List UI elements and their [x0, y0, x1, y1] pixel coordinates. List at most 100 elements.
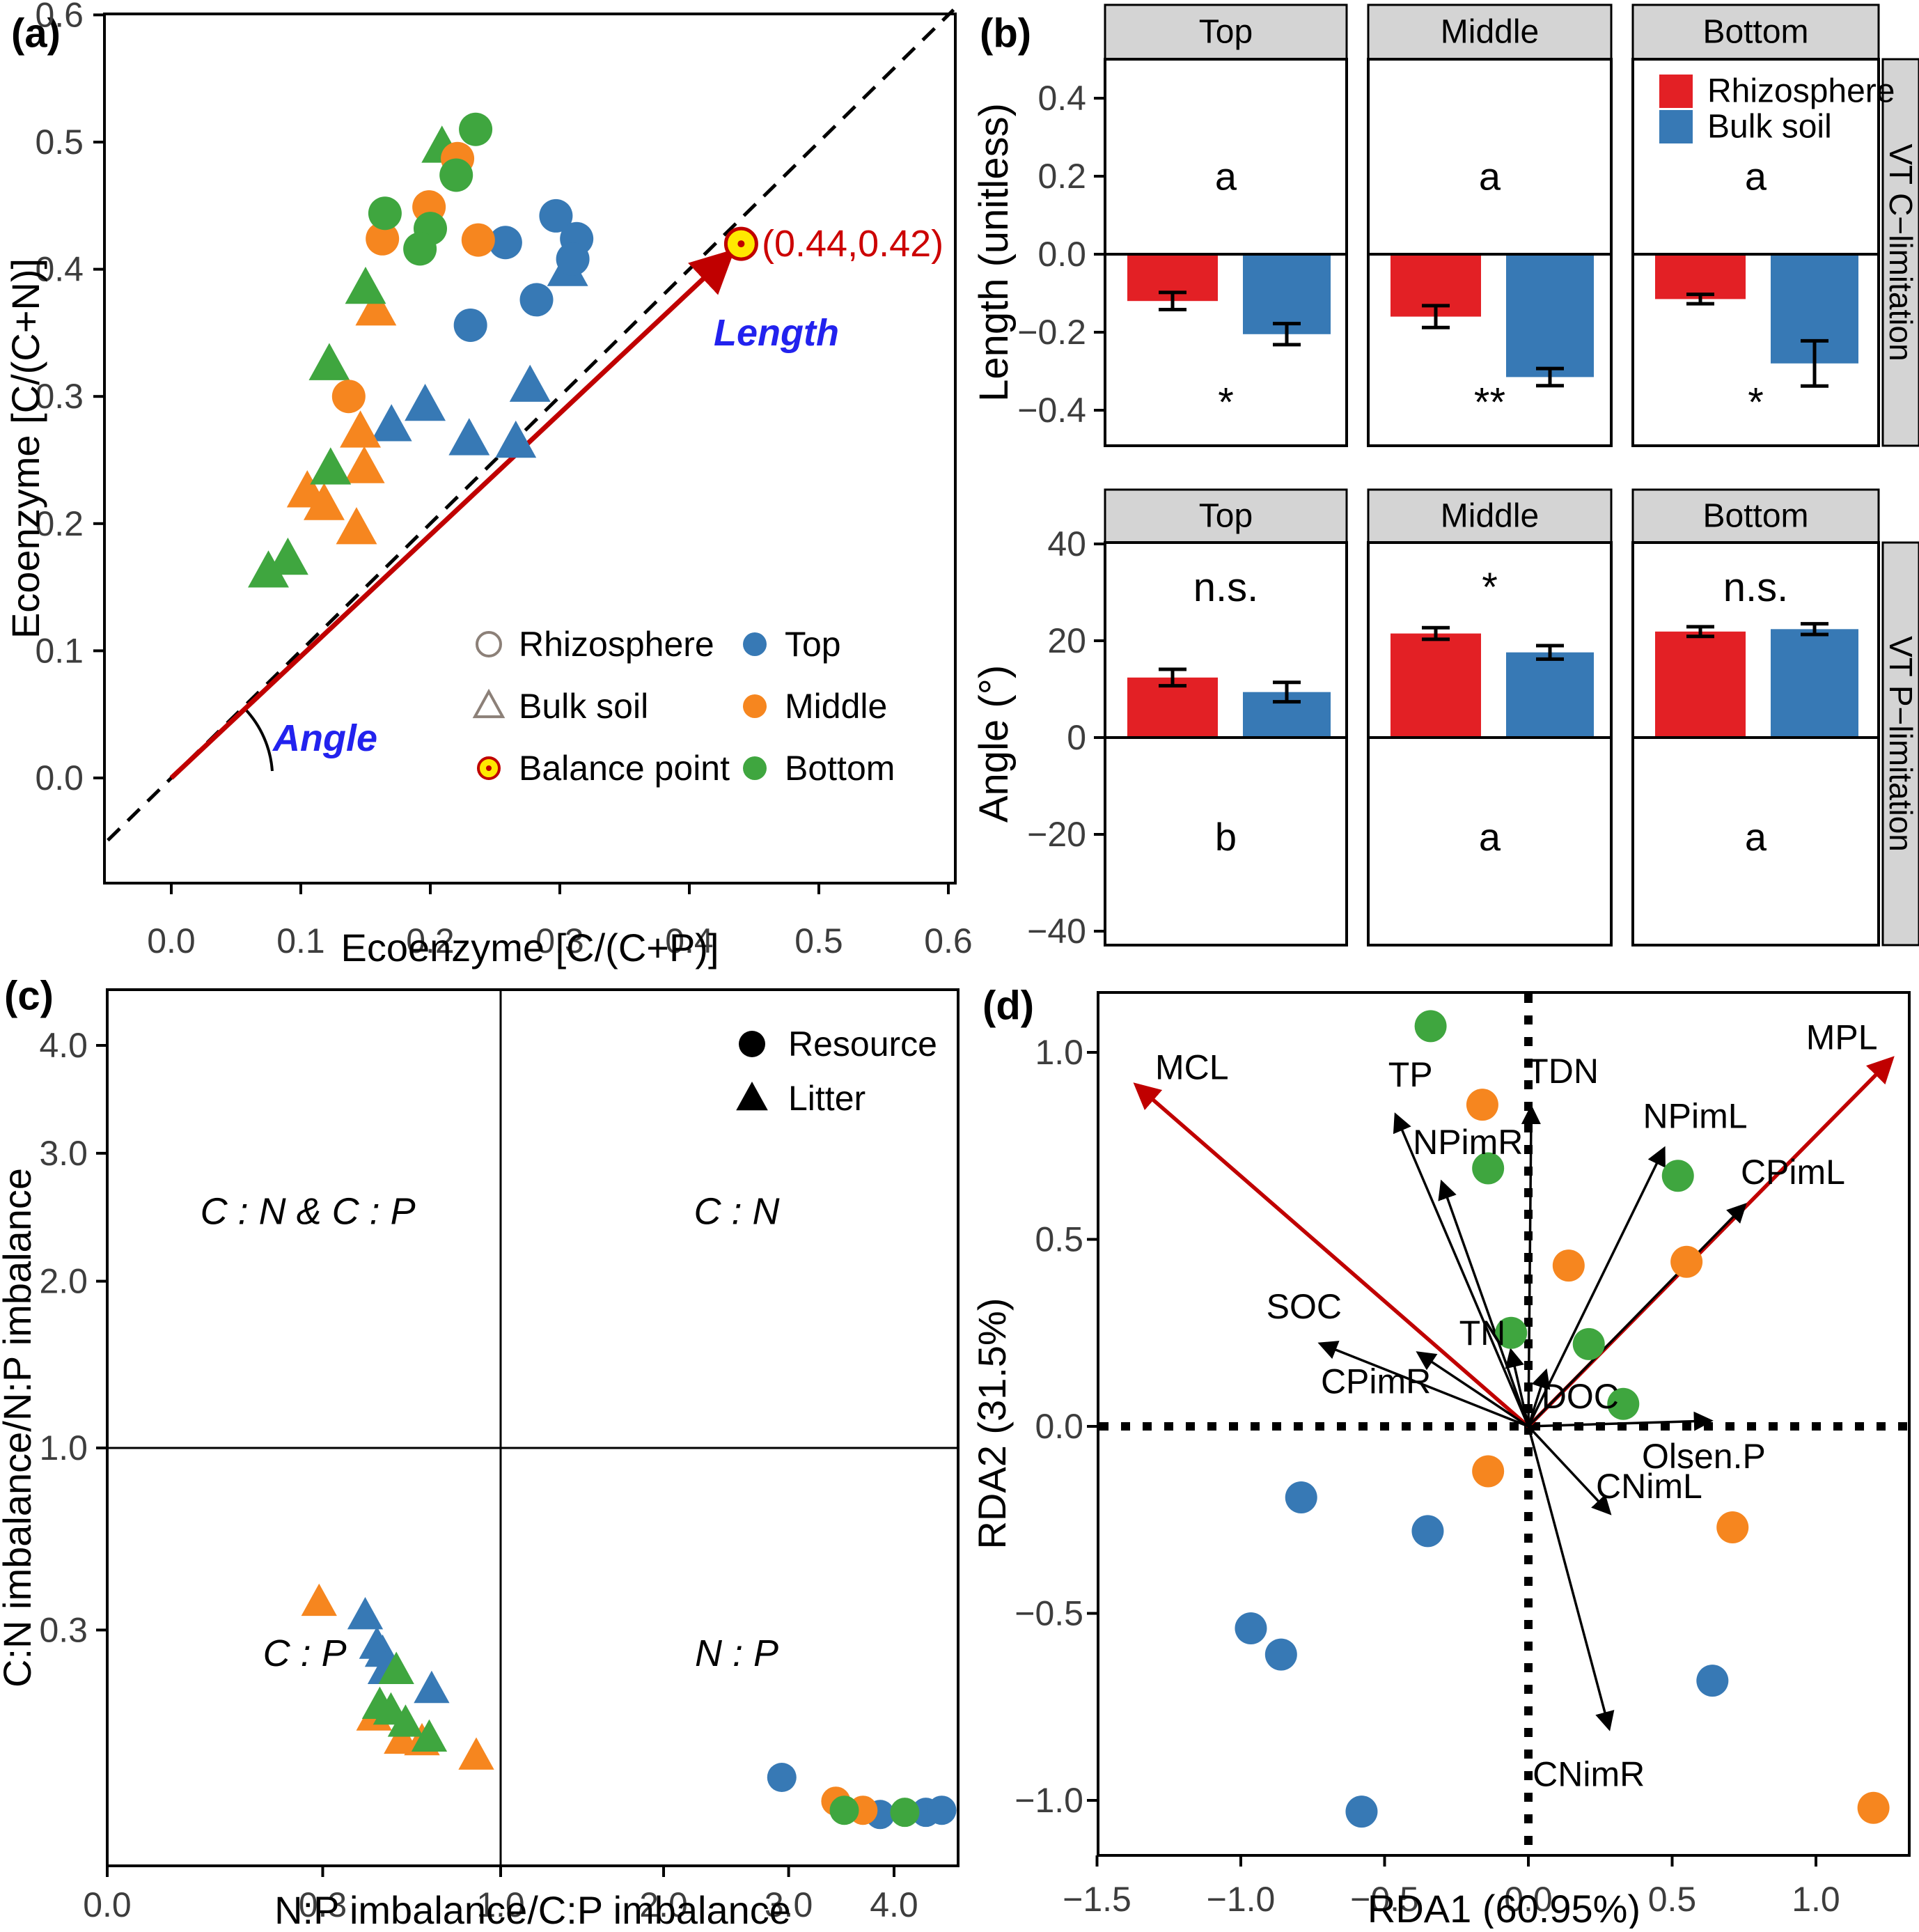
panel-a-y-ticklabel: 0.6 [35, 0, 84, 34]
quadrant-label: C : N [694, 1190, 780, 1232]
legend-role-label: Resource [788, 1025, 937, 1064]
panel-c-y-axis-label: C:N imbalance/N:P imbalance [0, 1168, 39, 1688]
panel-d-y-ticklabel: −0.5 [1015, 1594, 1083, 1633]
rda-arrow-mcl [1133, 1082, 1530, 1428]
panel-b-y-ticklabel: 40 [1047, 524, 1086, 563]
legend-depth-label: Middle [785, 687, 887, 726]
rda-arrow-label-cniml: CNimL [1596, 1467, 1702, 1506]
legend-depth-label: Bottom [785, 749, 895, 788]
significance-mark: ** [1474, 380, 1505, 425]
rda-arrow-tdn [1521, 1104, 1541, 1427]
facet-plot-box [1104, 58, 1348, 447]
panel-c-y-ticklabel: 1.0 [39, 1428, 88, 1467]
rda-arrow-label-doc: DOC [1542, 1377, 1619, 1416]
rda-arrow-label-mcl: MCL [1155, 1047, 1229, 1086]
legend-shape-label: Bulk soil [519, 687, 648, 726]
panel-b-y-ticklabel: 0.0 [1037, 235, 1086, 274]
balance-point-annotation: (0.44,0.42) [762, 223, 943, 265]
facet-strip [1104, 488, 1348, 544]
point-top [1411, 1515, 1444, 1548]
significance-mark: n.s. [1193, 565, 1259, 610]
panel-d-x-axis-label: RDA1 (60.95%) [1368, 1887, 1640, 1929]
point-bottom-bulk-triangle [310, 447, 352, 485]
panel-c-y-ticklabel: 0.3 [39, 1610, 88, 1649]
panel-c-x-ticklabel: 4.0 [870, 1885, 918, 1924]
rda-arrow-tp [1393, 1112, 1530, 1427]
bar-bulk-soil [1506, 254, 1594, 377]
rda-arrow-label-olsen.p: Olsen.P [1642, 1437, 1766, 1476]
facet-strip [1367, 3, 1613, 61]
legend-top-icon [743, 632, 767, 656]
panel-b-y-ticklabel: −0.4 [1017, 391, 1086, 430]
panel-b-y-ticklabel: 20 [1047, 621, 1086, 660]
point-top [1696, 1665, 1729, 1697]
group-letter: a [1215, 155, 1237, 198]
panel-a-y-ticklabel: 0.0 [35, 758, 84, 797]
rda-arrow-label-soc: SOC [1267, 1287, 1342, 1326]
point-litter-bottom [387, 1704, 424, 1737]
point-middle [1552, 1249, 1585, 1282]
point-resource-top [927, 1795, 957, 1825]
panel-c-x-ticklabel: 0.3 [299, 1885, 347, 1924]
rda-arrow-cnimr [1527, 1426, 1615, 1731]
length-label: Length [714, 312, 839, 354]
bar-bulk-soil [1506, 652, 1594, 738]
angle-label: Angle [272, 717, 377, 759]
point-top [1264, 1638, 1297, 1671]
panel-d-x-ticklabel: 0.5 [1648, 1880, 1697, 1919]
panel-a-x-ticklabel: 0.3 [535, 921, 584, 960]
rda-arrow-label-npimr: NPimR [1413, 1123, 1523, 1162]
legend-rhizosphere-icon [476, 631, 502, 657]
legend-label: Bulk soil [1707, 109, 1832, 146]
panel-a-x-ticklabel: 0.2 [406, 921, 455, 960]
point-top-bulk-triangle [495, 420, 537, 458]
panel-a-x-ticklabel: 0.5 [794, 921, 843, 960]
point-top [1235, 1612, 1267, 1644]
bar-rhizosphere [1127, 677, 1218, 738]
point-top-rhizosphere-circle [519, 283, 554, 317]
group-letter: a [1479, 815, 1501, 859]
point-middle [1466, 1089, 1498, 1121]
panel-a-y-ticklabel: 0.3 [35, 377, 84, 416]
panel-b-y-ticklabel: 0 [1067, 718, 1086, 757]
length-vector-arrow [169, 249, 735, 780]
group-letter: a [1479, 155, 1501, 198]
facet-strip-label: Middle [1441, 498, 1539, 535]
panel-b-y-ticklabel: −40 [1027, 912, 1086, 951]
significance-mark: * [1218, 380, 1234, 425]
facet-strip [1631, 488, 1880, 544]
point-bottom [1661, 1160, 1694, 1192]
significance-mark: n.s. [1723, 565, 1789, 610]
point-bottom-rhizosphere-circle [459, 112, 493, 146]
facet-strip-label: Top [1199, 498, 1253, 535]
point-bottom-bulk-triangle [248, 550, 289, 588]
rda-arrow-cpimr [1416, 1351, 1529, 1428]
panel-c-x-ticklabel: 0.0 [83, 1885, 132, 1924]
panel-b-tag: (b) [980, 10, 1031, 56]
rda-arrow-label-npiml: NPimL [1643, 1096, 1748, 1135]
point-resource-bottom [829, 1795, 859, 1825]
facet-right-strip [1881, 58, 1919, 447]
panel-b-y-ticklabel: −20 [1027, 815, 1086, 854]
panel-d-y-axis-label: RDA2 (31.5%) [970, 1298, 1014, 1549]
panel-c-x-axis-label: N:P imbalance/C:P imbalance [274, 1888, 791, 1929]
facet-plot-box [1367, 541, 1613, 946]
panel-d-y-ticklabel: 0.5 [1035, 1220, 1083, 1259]
point-bottom-rhizosphere-circle [403, 232, 437, 266]
quadrant-label: N : P [695, 1633, 778, 1674]
legend-middle-icon [743, 694, 767, 718]
facet-strip-label: Bottom [1702, 498, 1808, 535]
panel-a-y-ticklabel: 0.4 [35, 250, 84, 289]
panel-d-y-ticklabel: −1.0 [1015, 1781, 1083, 1820]
point-middle-bulk-triangle [343, 446, 385, 483]
panel-b-y-axis-label: Angle (°) [971, 665, 1017, 823]
rda-arrow-olsen.p [1528, 1411, 1714, 1431]
panel-a-frame [103, 13, 957, 885]
legend-resource-icon [739, 1031, 765, 1057]
facet-strip-label: Bottom [1702, 14, 1808, 51]
point-top-bulk-triangle [448, 418, 490, 455]
point-bottom-bulk-triangle [345, 266, 386, 304]
panel-c-y-ticklabel: 3.0 [39, 1134, 88, 1173]
panel-c-x-ticklabel: 2.0 [639, 1885, 688, 1924]
rda-arrow-cpiml [1527, 1203, 1747, 1428]
